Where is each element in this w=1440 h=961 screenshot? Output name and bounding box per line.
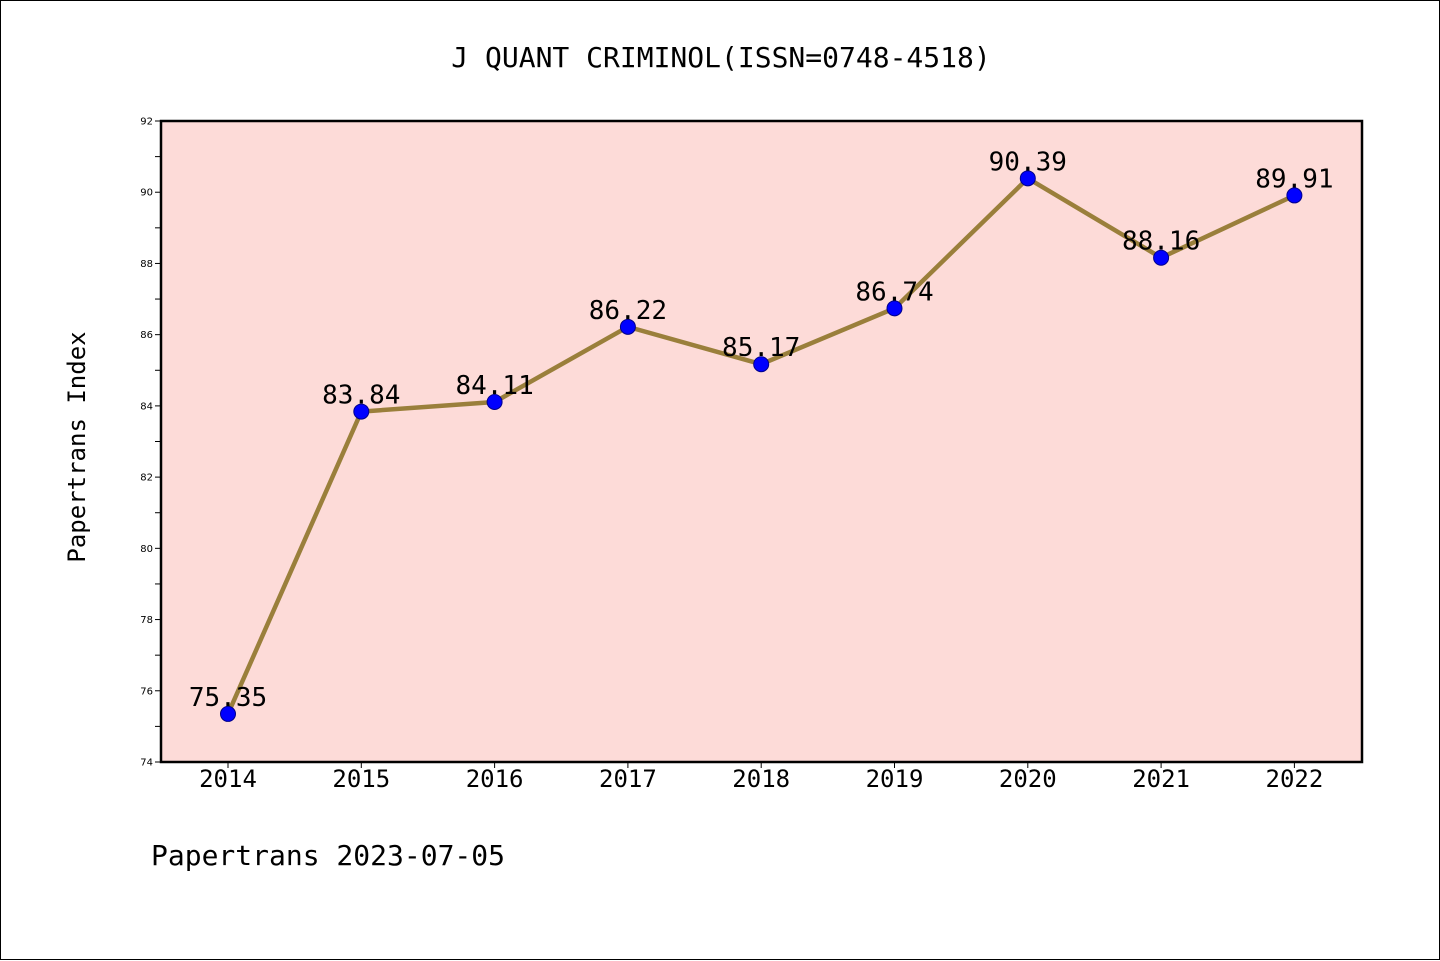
y-tick-label-78: 78 bbox=[140, 615, 153, 626]
data-label-2022: 89.91 bbox=[1255, 164, 1333, 194]
data-point-2017 bbox=[619, 318, 636, 335]
data-label-2016: 84.11 bbox=[455, 371, 533, 401]
data-label-2017: 86.22 bbox=[589, 296, 667, 326]
footer-text: Papertrans 2023-07-05 bbox=[151, 839, 505, 872]
data-label-2020: 90.39 bbox=[989, 147, 1067, 177]
chart-title: J QUANT CRIMINOL(ISSN=0748-4518) bbox=[451, 41, 990, 74]
y-tick-label-80: 80 bbox=[140, 544, 153, 555]
y-tick-label-88: 88 bbox=[140, 259, 153, 270]
x-tick-label-2017: 2017 bbox=[599, 765, 657, 793]
x-axis: 2014 2015 2016 2017 2018 2019 2020 2021 2022 bbox=[199, 762, 1323, 793]
data-point-2016 bbox=[486, 393, 503, 410]
x-tick-label-2021: 2021 bbox=[1132, 765, 1190, 793]
plot-border bbox=[159, 119, 1364, 764]
data-label-2018: 85.17 bbox=[722, 333, 800, 363]
x-tick-label-2015: 2015 bbox=[332, 765, 390, 793]
y-axis-label: Papertrans Index bbox=[63, 331, 91, 562]
y-tick-label-74: 74 bbox=[140, 758, 153, 769]
data-point-2019 bbox=[886, 300, 903, 317]
y-tick-label-76: 76 bbox=[140, 686, 153, 697]
y-tick-label-90: 90 bbox=[140, 188, 153, 199]
data-label-2019: 86.74 bbox=[855, 277, 933, 307]
data-point-2014 bbox=[220, 705, 236, 722]
data-point-2015 bbox=[353, 403, 370, 420]
data-point-2018 bbox=[753, 356, 770, 373]
y-tick-label-86: 86 bbox=[140, 330, 153, 341]
x-tick-label-2016: 2016 bbox=[466, 765, 524, 793]
y-tick-label-82: 82 bbox=[140, 473, 153, 484]
y-tick-label-92: 92 bbox=[140, 117, 153, 128]
plot-area bbox=[161, 121, 1362, 762]
data-label-2021: 88.16 bbox=[1122, 227, 1200, 257]
x-tick-label-2022: 2022 bbox=[1266, 765, 1324, 793]
y-tick-label-84: 84 bbox=[140, 401, 153, 412]
data-labels-group: 75.35 83.84 84.11 86.22 85.17 86.74 90.39 88.16… bbox=[189, 147, 1334, 713]
data-point-2021 bbox=[1153, 249, 1170, 266]
data-label-2014: 75.35 bbox=[189, 683, 267, 713]
markers-group bbox=[220, 170, 1303, 722]
x-tick-label-2018: 2018 bbox=[732, 765, 790, 793]
data-label-2015: 83.84 bbox=[322, 381, 400, 411]
x-tick-label-2014: 2014 bbox=[199, 765, 257, 793]
data-point-2020 bbox=[1019, 170, 1036, 187]
x-tick-label-2019: 2019 bbox=[866, 765, 924, 793]
data-point-2022 bbox=[1286, 187, 1303, 204]
x-tick-label-2020: 2020 bbox=[999, 765, 1057, 793]
y-axis: 74 76 78 80 82 84 86 88 90 92 bbox=[140, 117, 161, 769]
